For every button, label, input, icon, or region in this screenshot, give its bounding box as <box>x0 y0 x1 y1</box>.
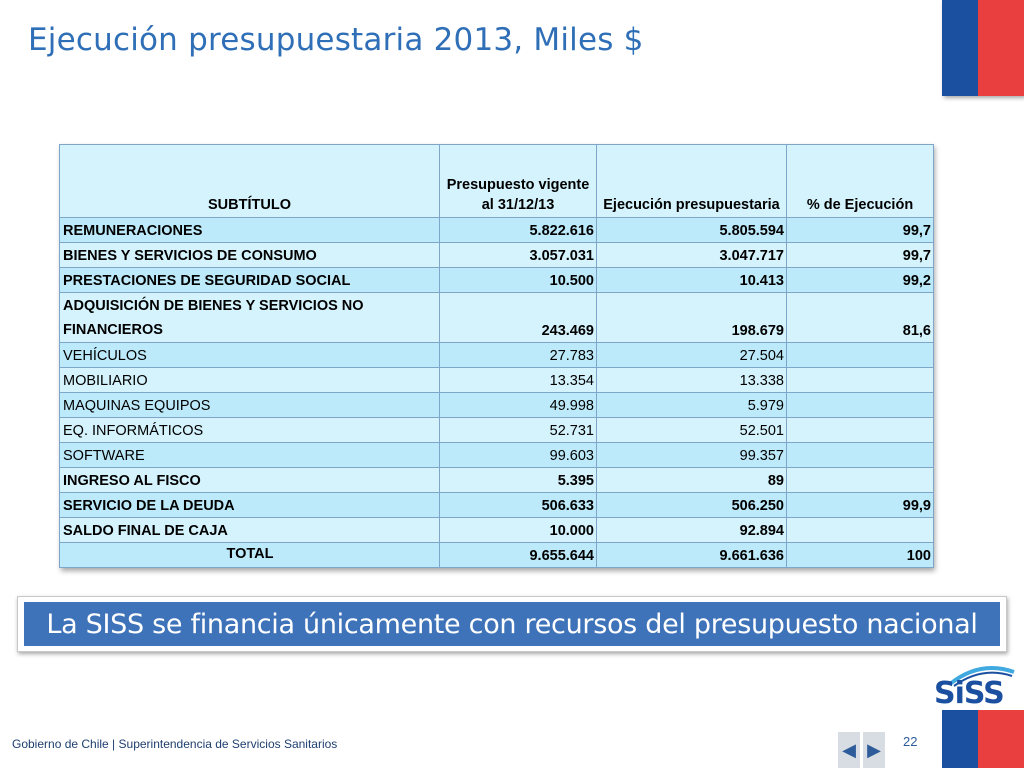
table-row: PRESTACIONES DE SEGURIDAD SOCIAL 10.500 … <box>59 267 934 293</box>
next-slide-button[interactable]: ▶ <box>863 732 885 768</box>
row-porcentaje: 99,7 <box>786 217 934 243</box>
callout-text: La SISS se financia únicamente con recur… <box>24 602 1000 646</box>
flag-red-stripe <box>978 710 1024 768</box>
row-ejecucion: 52.501 <box>596 417 787 443</box>
row-porcentaje <box>786 342 934 368</box>
row-presupuesto: 243.469 <box>439 292 597 343</box>
chile-flag-decoration-top <box>942 0 1024 96</box>
header-subtitulo: SUBTÍTULO <box>59 144 440 218</box>
siss-logo: SiSS <box>930 660 1022 716</box>
row-porcentaje <box>786 417 934 443</box>
total-label: TOTAL <box>59 542 440 568</box>
flag-blue-stripe <box>942 0 978 96</box>
table-row: MOBILIARIO 13.354 13.338 <box>59 367 934 393</box>
row-ejecucion: 13.338 <box>596 367 787 393</box>
row-label: ADQUISICIÓN DE BIENES Y SERVICIOS NO FIN… <box>59 292 440 343</box>
slide-title: Ejecución presupuestaria 2013, Miles $ <box>28 22 644 58</box>
flag-blue-stripe <box>942 710 978 768</box>
header-porcentaje: % de Ejecución <box>786 144 934 218</box>
table-row: ADQUISICIÓN DE BIENES Y SERVICIOS NO FIN… <box>59 292 934 343</box>
row-presupuesto: 13.354 <box>439 367 597 393</box>
table-row: INGRESO AL FISCO 5.395 89 <box>59 467 934 493</box>
row-label: EQ. INFORMÁTICOS <box>59 417 440 443</box>
row-label: BIENES Y SERVICIOS DE CONSUMO <box>59 242 440 268</box>
row-presupuesto: 3.057.031 <box>439 242 597 268</box>
row-ejecucion: 89 <box>596 467 787 493</box>
row-presupuesto: 99.603 <box>439 442 597 468</box>
logo-text: SiSS <box>934 676 1005 711</box>
row-presupuesto: 506.633 <box>439 492 597 518</box>
row-porcentaje: 99,7 <box>786 242 934 268</box>
previous-slide-button[interactable]: ◀ <box>838 732 860 768</box>
slide-navigation: ◀ ▶ <box>838 732 888 768</box>
header-presupuesto: Presupuesto vigente al 31/12/13 <box>439 144 597 218</box>
row-presupuesto: 10.000 <box>439 517 597 543</box>
table-row: SOFTWARE 99.603 99.357 <box>59 442 934 468</box>
total-presupuesto: 9.655.644 <box>439 542 597 568</box>
row-porcentaje <box>786 392 934 418</box>
table-row: EQ. INFORMÁTICOS 52.731 52.501 <box>59 417 934 443</box>
chile-flag-decoration-bottom <box>942 710 1024 768</box>
budget-table-container: SUBTÍTULO Presupuesto vigente al 31/12/1… <box>59 144 934 568</box>
row-presupuesto: 52.731 <box>439 417 597 443</box>
table-row: VEHÍCULOS 27.783 27.504 <box>59 342 934 368</box>
total-ejecucion: 9.661.636 <box>596 542 787 568</box>
budget-table: SUBTÍTULO Presupuesto vigente al 31/12/1… <box>59 144 934 568</box>
row-porcentaje <box>786 517 934 543</box>
row-label: VEHÍCULOS <box>59 342 440 368</box>
row-ejecucion: 10.413 <box>596 267 787 293</box>
row-ejecucion: 27.504 <box>596 342 787 368</box>
flag-red-stripe <box>978 0 1024 96</box>
footer-text: Gobierno de Chile | Superintendencia de … <box>12 737 338 751</box>
row-porcentaje: 81,6 <box>786 292 934 343</box>
row-presupuesto: 5.822.616 <box>439 217 597 243</box>
logo-swoosh-icon <box>948 666 1015 687</box>
table-row: REMUNERACIONES 5.822.616 5.805.594 99,7 <box>59 217 934 243</box>
row-porcentaje: 99,9 <box>786 492 934 518</box>
row-ejecucion: 3.047.717 <box>596 242 787 268</box>
row-label: SERVICIO DE LA DEUDA <box>59 492 440 518</box>
total-porcentaje: 100 <box>786 542 934 568</box>
page-number: 22 <box>903 734 918 749</box>
table-row: BIENES Y SERVICIOS DE CONSUMO 3.057.031 … <box>59 242 934 268</box>
row-ejecucion: 5.979 <box>596 392 787 418</box>
row-porcentaje <box>786 467 934 493</box>
row-ejecucion: 92.894 <box>596 517 787 543</box>
table-row: MAQUINAS EQUIPOS 49.998 5.979 <box>59 392 934 418</box>
row-presupuesto: 49.998 <box>439 392 597 418</box>
table-row-total: TOTAL 9.655.644 9.661.636 100 <box>59 542 934 568</box>
row-label: INGRESO AL FISCO <box>59 467 440 493</box>
header-ejecucion: Ejecución presupuestaria <box>596 144 787 218</box>
row-porcentaje <box>786 367 934 393</box>
row-ejecucion: 506.250 <box>596 492 787 518</box>
row-porcentaje <box>786 442 934 468</box>
row-ejecucion: 198.679 <box>596 292 787 343</box>
row-label: SOFTWARE <box>59 442 440 468</box>
row-ejecucion: 5.805.594 <box>596 217 787 243</box>
row-label: SALDO FINAL DE CAJA <box>59 517 440 543</box>
row-presupuesto: 5.395 <box>439 467 597 493</box>
row-label: REMUNERACIONES <box>59 217 440 243</box>
row-label: MAQUINAS EQUIPOS <box>59 392 440 418</box>
row-label: PRESTACIONES DE SEGURIDAD SOCIAL <box>59 267 440 293</box>
row-ejecucion: 99.357 <box>596 442 787 468</box>
callout-box: La SISS se financia únicamente con recur… <box>17 596 1007 652</box>
table-row: SERVICIO DE LA DEUDA 506.633 506.250 99,… <box>59 492 934 518</box>
row-label: MOBILIARIO <box>59 367 440 393</box>
row-porcentaje: 99,2 <box>786 267 934 293</box>
table-row: SALDO FINAL DE CAJA 10.000 92.894 <box>59 517 934 543</box>
row-presupuesto: 10.500 <box>439 267 597 293</box>
row-presupuesto: 27.783 <box>439 342 597 368</box>
